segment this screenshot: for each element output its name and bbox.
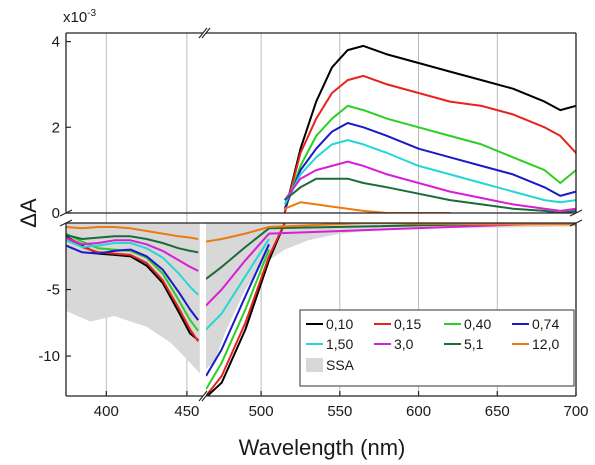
legend-label-3-0: 3,0 [394,336,414,352]
x-break-mark-3 [201,390,211,402]
y-tick-label-0: 4 [52,34,60,51]
series-line-0-74-right-pos [283,122,576,210]
series-line-1-50-right-pos [283,139,576,205]
x-tick-label-650: 650 [485,403,510,420]
y-multiplier-label: x10-3 [63,8,97,26]
ssa-area-right [206,223,576,369]
legend-label-1-50: 1,50 [326,336,353,352]
series-line-0-74-right-neg [206,243,270,377]
series-line-0-10-right-pos [283,44,576,213]
legend-label-ssa: SSA [326,357,355,373]
axes-frame [59,27,583,402]
y-break-mark-3 [569,219,583,227]
y-tick-label-3: -5 [47,282,60,299]
series-line-3-0-right-pos [283,160,576,212]
series-line-0-40-right-neg [206,249,270,390]
y-tick-label-2: 0 [52,205,60,222]
legend-label-12-0: 12,0 [532,336,559,352]
y-tick-label-1: 2 [52,119,60,136]
legend-label-0-74: 0,74 [532,316,559,332]
series-line-0-40-right-pos [283,104,576,210]
legend-box [299,309,575,387]
series-line-0-15-right-neg [206,223,286,396]
y-break-mark-2 [569,209,583,217]
series-line-0-15-right-pos [283,74,576,213]
x-axis-title: Wavelength (nm) [239,435,406,460]
legend-label-0-40: 0,40 [464,316,491,332]
series-line-0-10-right-neg [206,223,286,396]
series-line-1-50-right-neg [206,238,270,331]
series-line-12-0-right-pos [284,201,450,213]
x-tick-label-450: 450 [174,403,199,420]
series-line-0-15-left [66,236,200,342]
x-break-mark-2 [198,390,208,402]
series-line-3-0-left [66,236,199,272]
y-tick-label-4: -10 [38,348,60,365]
ssa-area-left [66,223,200,374]
series-line-0-74-left [66,244,199,321]
series-line-5-1-right-pos [284,177,576,213]
series-line-12-0-right-neg [206,223,576,243]
legend-label-5-1: 5,1 [464,336,484,352]
legend-label-0-15: 0,15 [394,316,421,332]
x-tick-label-500: 500 [249,403,274,420]
axis-ticks: 400 450 500 550 600 650 700 4 2 0 -5 -10 [38,34,588,420]
y-axis-title: ΔA [16,198,41,228]
series-line-5-1-left [66,234,199,254]
y-break-mark-1 [59,219,73,227]
legend: 0,10 0,15 0,40 0,74 1,50 3,0 5,1 12,0 SSA [299,309,575,387]
x-tick-label-600: 600 [406,403,431,420]
series-line-0-40-left [66,232,199,332]
series-lines-layer [66,44,576,396]
series-line-12-0-left [66,226,199,240]
legend-swatch-ssa [306,358,323,372]
x-tick-label-700: 700 [563,403,588,420]
legend-label-0-10: 0,10 [326,316,353,332]
x-tick-label-550: 550 [327,403,352,420]
x-break-mark-0 [198,27,208,39]
x-break-mark-1 [201,27,211,39]
series-line-5-1-right-neg [206,223,576,280]
series-line-3-0-right-neg [206,223,561,307]
x-tick-label-400: 400 [94,403,119,420]
series-line-1-50-left [66,239,199,296]
